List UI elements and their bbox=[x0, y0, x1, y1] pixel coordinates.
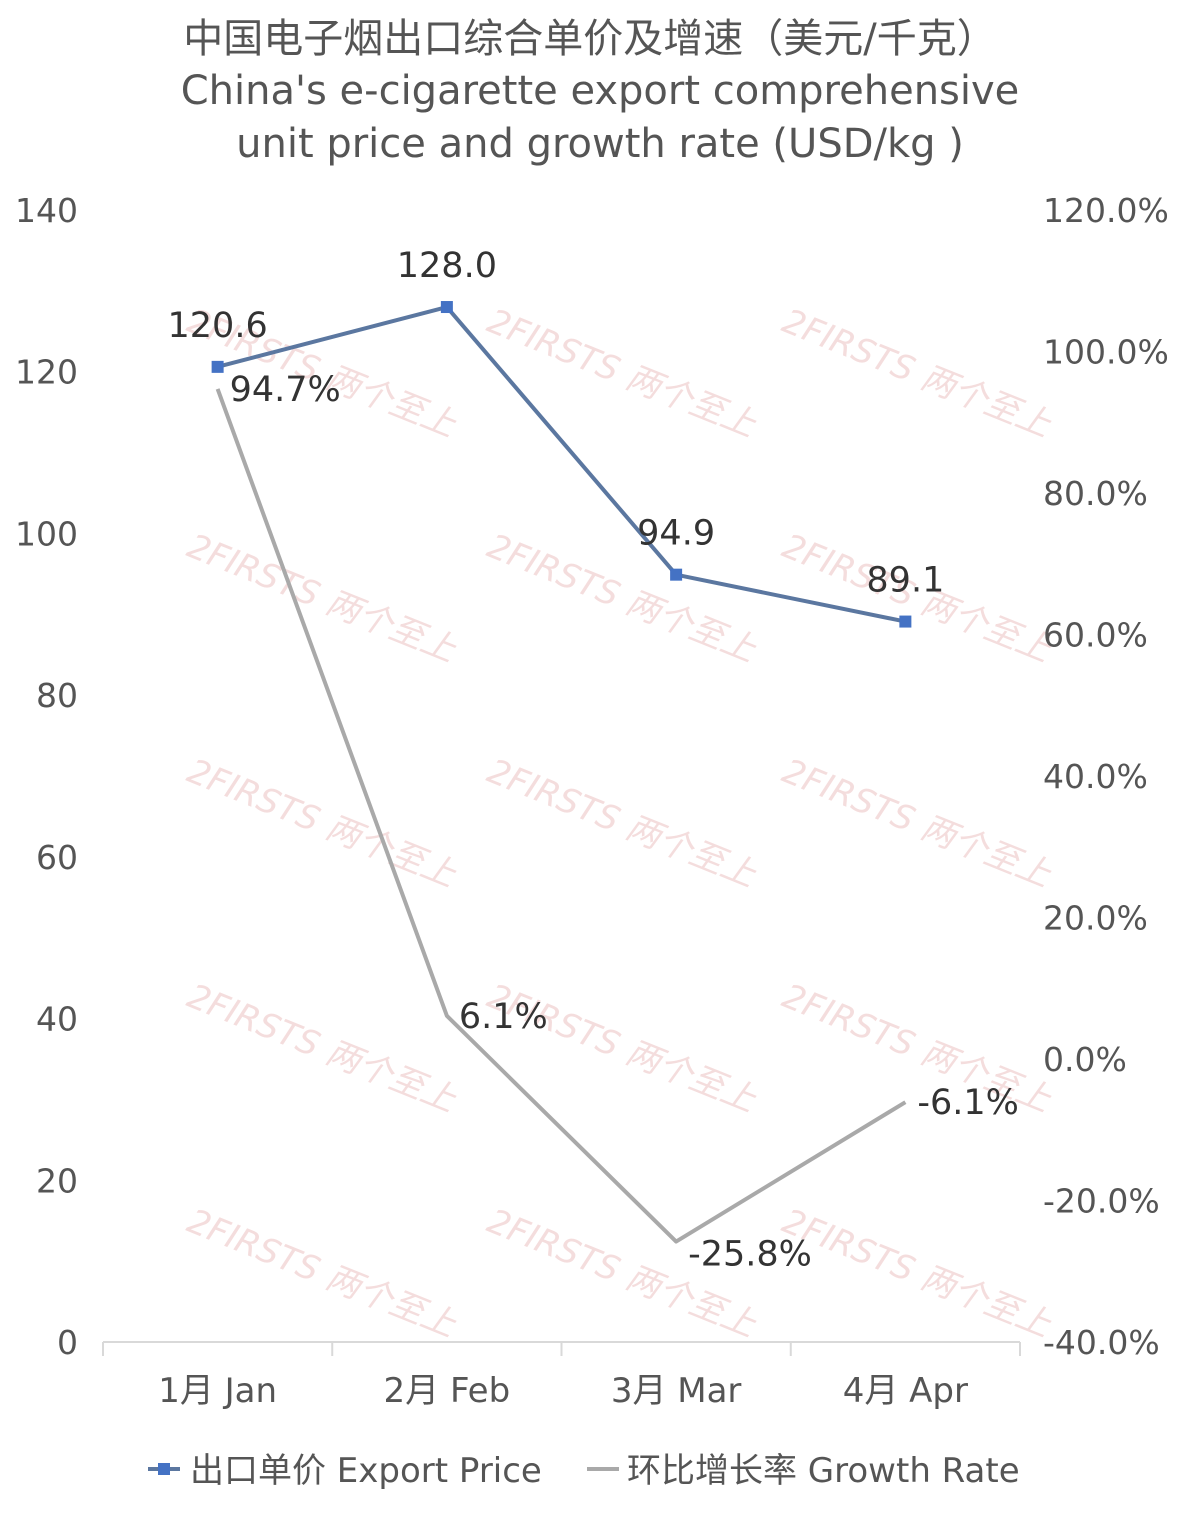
left-tick-label: 80 bbox=[36, 676, 78, 715]
export-price-data-label: 120.6 bbox=[168, 306, 268, 346]
plot-area: 120.6 128.0 94.9 89.1 94.7% 6.1% -25.8% -6.1% bbox=[168, 246, 1019, 1275]
watermark-text: 2FIRSTS 两个至上 bbox=[777, 751, 1058, 895]
legend-export-price-marker bbox=[158, 1463, 170, 1475]
chart-title-en-line2: unit price and growth rate (USD/kg ) bbox=[236, 121, 964, 167]
watermark-text: 2FIRSTS 两个至上 bbox=[777, 1201, 1058, 1345]
watermark-text: 2FIRSTS 两个至上 bbox=[482, 526, 763, 670]
legend: 出口单价 Export Price 环比增长率 Growth Rate bbox=[148, 1451, 1020, 1491]
watermark-text: 2FIRSTS 两个至上 bbox=[182, 1201, 463, 1345]
growth-rate-data-label: -25.8% bbox=[688, 1235, 812, 1275]
x-tick-label: 3月 Mar bbox=[611, 1371, 742, 1411]
watermark-text: 2FIRSTS 两个至上 bbox=[777, 301, 1058, 445]
export-price-data-label: 89.1 bbox=[866, 561, 944, 601]
right-tick-label: 60.0% bbox=[1043, 616, 1148, 655]
watermark-text: 2FIRSTS 两个至上 bbox=[182, 526, 463, 670]
right-tick-label: 0.0% bbox=[1043, 1040, 1127, 1079]
legend-export-price-label: 出口单价 Export Price bbox=[190, 1451, 542, 1491]
export-price-marker bbox=[670, 568, 683, 581]
legend-growth-rate-label: 环比增长率 Growth Rate bbox=[627, 1451, 1020, 1491]
growth-rate-data-label: -6.1% bbox=[917, 1083, 1019, 1123]
watermark-text: 2FIRSTS 两个至上 bbox=[182, 976, 463, 1120]
right-tick-label: 100.0% bbox=[1043, 333, 1169, 372]
left-tick-label: 60 bbox=[36, 838, 78, 877]
x-tick-label: 1月 Jan bbox=[158, 1371, 277, 1411]
watermark-text: 2FIRSTS 两个至上 bbox=[182, 751, 463, 895]
export-price-data-label: 94.9 bbox=[637, 514, 715, 554]
export-price-marker bbox=[440, 301, 453, 314]
chart-title-cn: 中国电子烟出口综合单价及增速（美元/千克） bbox=[183, 16, 996, 62]
left-tick-label: 120 bbox=[15, 353, 78, 392]
growth-rate-line bbox=[215, 388, 907, 1244]
growth-rate-data-label: 6.1% bbox=[459, 997, 548, 1037]
export-price-data-label: 128.0 bbox=[397, 246, 497, 286]
watermark-text: 2FIRSTS 两个至上 bbox=[482, 301, 763, 445]
left-tick-label: 100 bbox=[15, 514, 78, 553]
export-price-marker bbox=[211, 360, 224, 373]
export-price-marker bbox=[899, 615, 912, 628]
right-axis: -40.0% -20.0% 0.0% 20.0% 40.0% 60.0% 80.0% 100.… bbox=[1043, 191, 1169, 1362]
right-tick-label: 80.0% bbox=[1043, 474, 1148, 513]
left-tick-label: 0 bbox=[57, 1323, 78, 1362]
x-tick-label: 4月 Apr bbox=[843, 1371, 968, 1411]
x-tick-label: 2月 Feb bbox=[384, 1371, 511, 1411]
right-tick-label: -40.0% bbox=[1043, 1323, 1160, 1362]
left-tick-label: 140 bbox=[15, 191, 78, 230]
left-tick-label: 20 bbox=[36, 1161, 78, 1200]
chart-title-en-line1: China's e-cigarette export comprehensive bbox=[181, 68, 1020, 114]
left-axis: 0 20 40 60 80 100 120 140 bbox=[15, 191, 78, 1362]
growth-rate-data-label: 94.7% bbox=[230, 370, 341, 410]
right-tick-label: -20.0% bbox=[1043, 1182, 1160, 1221]
right-tick-label: 120.0% bbox=[1043, 191, 1169, 230]
watermark-text: 2FIRSTS 两个至上 bbox=[482, 751, 763, 895]
right-tick-label: 40.0% bbox=[1043, 757, 1148, 796]
right-tick-label: 20.0% bbox=[1043, 899, 1148, 938]
left-tick-label: 40 bbox=[36, 1000, 78, 1039]
x-axis: 1月 Jan 2月 Feb 3月 Mar 4月 Apr bbox=[102, 1342, 1021, 1411]
export-price-line bbox=[217, 305, 906, 624]
